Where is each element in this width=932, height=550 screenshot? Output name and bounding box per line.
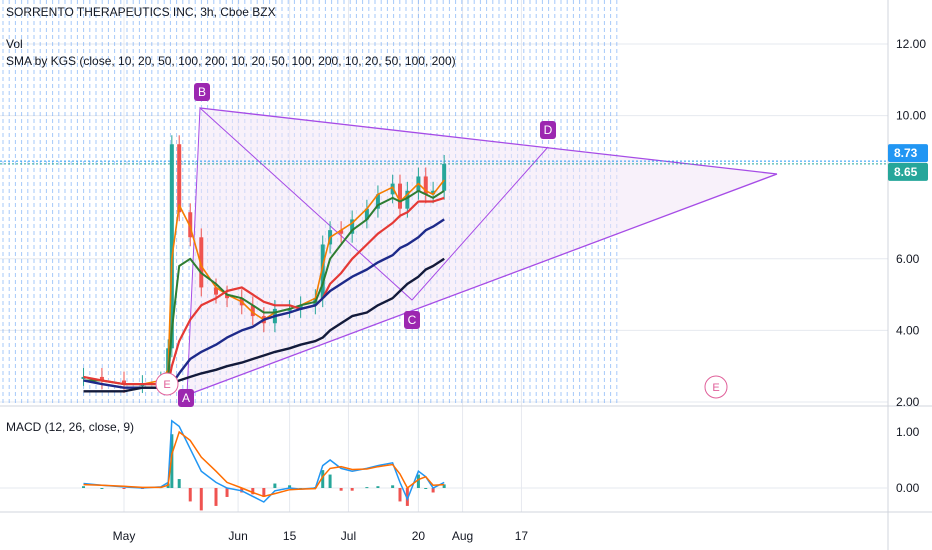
- macd-hist-bar: [339, 488, 343, 491]
- candle-body: [199, 237, 204, 288]
- candle-body: [169, 144, 174, 349]
- candle-body: [99, 376, 104, 381]
- macd-hist-bar: [288, 485, 292, 488]
- candle-body: [320, 244, 325, 299]
- macd-hist-bar: [214, 488, 218, 506]
- macd-hist-bar: [100, 488, 104, 489]
- time-tick-label: May: [113, 529, 136, 543]
- candle-body: [339, 230, 344, 234]
- macd-hist-bar: [431, 488, 435, 493]
- candle-body: [225, 294, 230, 299]
- candle-body: [122, 380, 126, 385]
- price-tick-label: 10.00: [896, 109, 926, 123]
- price-candles: [81, 135, 447, 394]
- macd-hist-bar: [405, 488, 409, 506]
- time-tick-label: Jun: [228, 529, 247, 543]
- volume-legend: Vol: [6, 37, 23, 51]
- pattern-point-c: [404, 311, 420, 329]
- axes: 12.00 10.00 6.00 4.00 2.00 1.00 0.00 May Jun 15 Ju…: [113, 37, 927, 543]
- pattern-point-label: D: [544, 123, 553, 137]
- pattern-point-a: [178, 389, 194, 407]
- event-marker: [155, 372, 179, 396]
- macd-legend: MACD (12, 26, close, 9): [6, 420, 135, 434]
- time-tick-label: 15: [283, 529, 297, 543]
- price-tick-label: 6.00: [896, 252, 920, 266]
- price-tag-box: [888, 144, 928, 163]
- price-tag-text: 8.65: [894, 165, 918, 179]
- pattern-point-label: A: [182, 391, 190, 405]
- pattern-point-label: C: [408, 313, 417, 327]
- macd-tick-label: 1.00: [896, 425, 920, 439]
- macd-line: [83, 419, 445, 503]
- time-tick-label: 17: [515, 529, 529, 543]
- macd-hist-bar: [170, 434, 174, 488]
- event-marker-label: E: [163, 379, 170, 391]
- candle-body: [298, 305, 303, 309]
- time-tick-label: Aug: [452, 529, 473, 543]
- candle-body: [405, 190, 410, 209]
- macd-lines: [83, 419, 445, 503]
- candle-body: [442, 163, 447, 191]
- macd-hist-bar: [365, 487, 369, 489]
- triangle-lower-line: [186, 173, 778, 396]
- candle-body: [188, 212, 193, 238]
- triangle-fill: [187, 108, 777, 395]
- chart-title: SORRENTO THERAPEUTICS INC, 3h, Cboe BZX: [6, 5, 276, 19]
- macd-hist-bar: [376, 486, 380, 488]
- candle-body: [250, 305, 255, 317]
- macd-hist-bar: [321, 470, 325, 488]
- pattern-point-label: B: [198, 85, 206, 99]
- candle-body: [177, 144, 182, 213]
- candle-body: [398, 183, 402, 209]
- price-tick-label: 4.00: [896, 323, 920, 337]
- event-marker-label: E: [712, 382, 719, 394]
- candle-body: [423, 176, 428, 195]
- macd-tick-label: 0.00: [896, 481, 920, 495]
- candle-body: [431, 190, 436, 195]
- triangle-pattern[interactable]: [186, 106, 778, 396]
- time-tick-label: 20: [412, 529, 426, 543]
- price-tags: 8.73 8.65: [888, 144, 928, 181]
- macd-hist-bar: [262, 488, 266, 497]
- macd-hist-bar: [424, 488, 428, 489]
- pattern-point-b: [194, 83, 210, 101]
- macd-hist-bar: [442, 484, 446, 488]
- event-marker: [704, 375, 728, 399]
- time-tick-label: Jul: [341, 529, 356, 543]
- macd-hist-bar: [398, 488, 402, 502]
- signal-line: [83, 430, 445, 498]
- macd-hist-bar: [188, 488, 192, 502]
- price-tag-close: 8.65: [888, 162, 928, 181]
- macd-hist-bar: [416, 474, 420, 488]
- macd-hist-bar: [273, 483, 277, 488]
- triangle-zigzag: [186, 106, 549, 396]
- macd-hist-bar: [122, 488, 126, 489]
- triangle-upper-line: [199, 107, 778, 175]
- macd-hist-bar: [82, 486, 86, 488]
- macd-hist-bar: [225, 488, 229, 497]
- price-tick-label: 2.00: [896, 395, 920, 409]
- macd-hist-bar: [328, 474, 332, 488]
- pattern-point-d: [540, 121, 556, 139]
- candle-body: [350, 219, 355, 234]
- price-tick-label: 12.00: [896, 37, 926, 51]
- price-tag-box: [888, 162, 928, 181]
- candle-body: [214, 287, 218, 295]
- price-tag-last: 8.73: [888, 144, 928, 163]
- macd-hist-bar: [251, 488, 255, 495]
- macd-hist-bar: [199, 488, 203, 511]
- sma-legend: SMA by KGS (close, 10, 20, 50, 100, 200,…: [6, 54, 456, 68]
- macd-hist-bar: [177, 479, 181, 488]
- candle-body: [364, 208, 369, 220]
- macd-hist-bar: [391, 485, 395, 488]
- pattern-points[interactable]: A B C D E E: [155, 83, 728, 407]
- candle-body: [375, 194, 380, 209]
- macd-hist-bar: [350, 488, 354, 491]
- price-tag-text: 8.73: [894, 146, 918, 160]
- sma-line: [83, 189, 445, 386]
